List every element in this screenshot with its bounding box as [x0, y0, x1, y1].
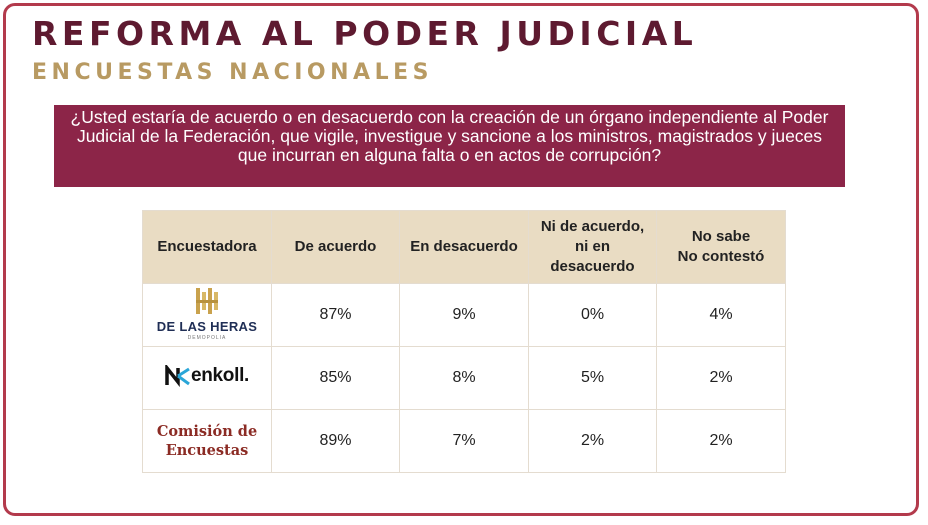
pollster-cell: enkoll. — [142, 346, 272, 410]
columns-logo-icon — [195, 288, 218, 314]
pollster-name: enkoll. — [190, 364, 250, 386]
de-las-heras-logo: DE LAS HERAS DEMOPOLIA — [157, 286, 257, 341]
results-table: Encuestadora De acuerdo En desacuerdo Ni… — [142, 210, 786, 473]
table-row: Comisión de Encuestas 89% 7% 2% 2% — [142, 409, 786, 473]
nosabe-value: 2% — [656, 409, 786, 473]
header-agree: De acuerdo — [271, 210, 400, 284]
page-title: REFORMA AL PODER JUDICIAL — [32, 14, 698, 53]
pollster-name: DE LAS HERAS — [156, 319, 258, 334]
pollster-cell: Comisión de Encuestas — [142, 409, 272, 473]
agree-value: 85% — [271, 346, 400, 410]
neither-value: 5% — [528, 346, 657, 410]
pollster-cell: DE LAS HERAS DEMOPOLIA — [142, 283, 272, 347]
nosabe-value: 2% — [656, 346, 786, 410]
disagree-value: 9% — [399, 283, 529, 347]
header-neither-line1: Ni de acuerdo, — [540, 218, 645, 235]
header-no-sabe: No sabe No contestó — [656, 210, 786, 284]
header-pollster: Encuestadora — [142, 210, 272, 284]
page-subtitle: ENCUESTAS NACIONALES — [32, 60, 433, 85]
neither-value: 2% — [528, 409, 657, 473]
pollster-name-line1: Comisión de — [156, 423, 258, 440]
survey-question: ¿Usted estaría de acuerdo o en desacuerd… — [54, 105, 845, 187]
table-row: enkoll. 85% 8% 5% 2% — [142, 346, 786, 410]
table-row: DE LAS HERAS DEMOPOLIA 87% 9% 0% 4% — [142, 283, 786, 347]
enkoll-n-logo-icon — [165, 364, 190, 387]
nosabe-value: 4% — [656, 283, 786, 347]
disagree-value: 8% — [399, 346, 529, 410]
header-neither: Ni de acuerdo, ni en desacuerdo — [528, 210, 657, 284]
enkoll-logo: enkoll. — [165, 364, 250, 387]
pollster-name-line2: Encuestas — [165, 442, 249, 459]
header-nosabe-line1: No sabe — [691, 228, 751, 245]
agree-value: 89% — [271, 409, 400, 473]
header-disagree: En desacuerdo — [399, 210, 529, 284]
header-neither-line3: desacuerdo — [550, 258, 635, 275]
agree-value: 87% — [271, 283, 400, 347]
neither-value: 0% — [528, 283, 657, 347]
comision-de-encuestas-logo: Comisión de Encuestas — [157, 422, 257, 460]
disagree-value: 7% — [399, 409, 529, 473]
table-header-row: Encuestadora De acuerdo En desacuerdo Ni… — [142, 210, 786, 284]
header-nosabe-line2: No contestó — [677, 248, 765, 265]
header-neither-line2: ni en — [574, 238, 610, 255]
pollster-subname: DEMOPOLIA — [187, 335, 227, 341]
